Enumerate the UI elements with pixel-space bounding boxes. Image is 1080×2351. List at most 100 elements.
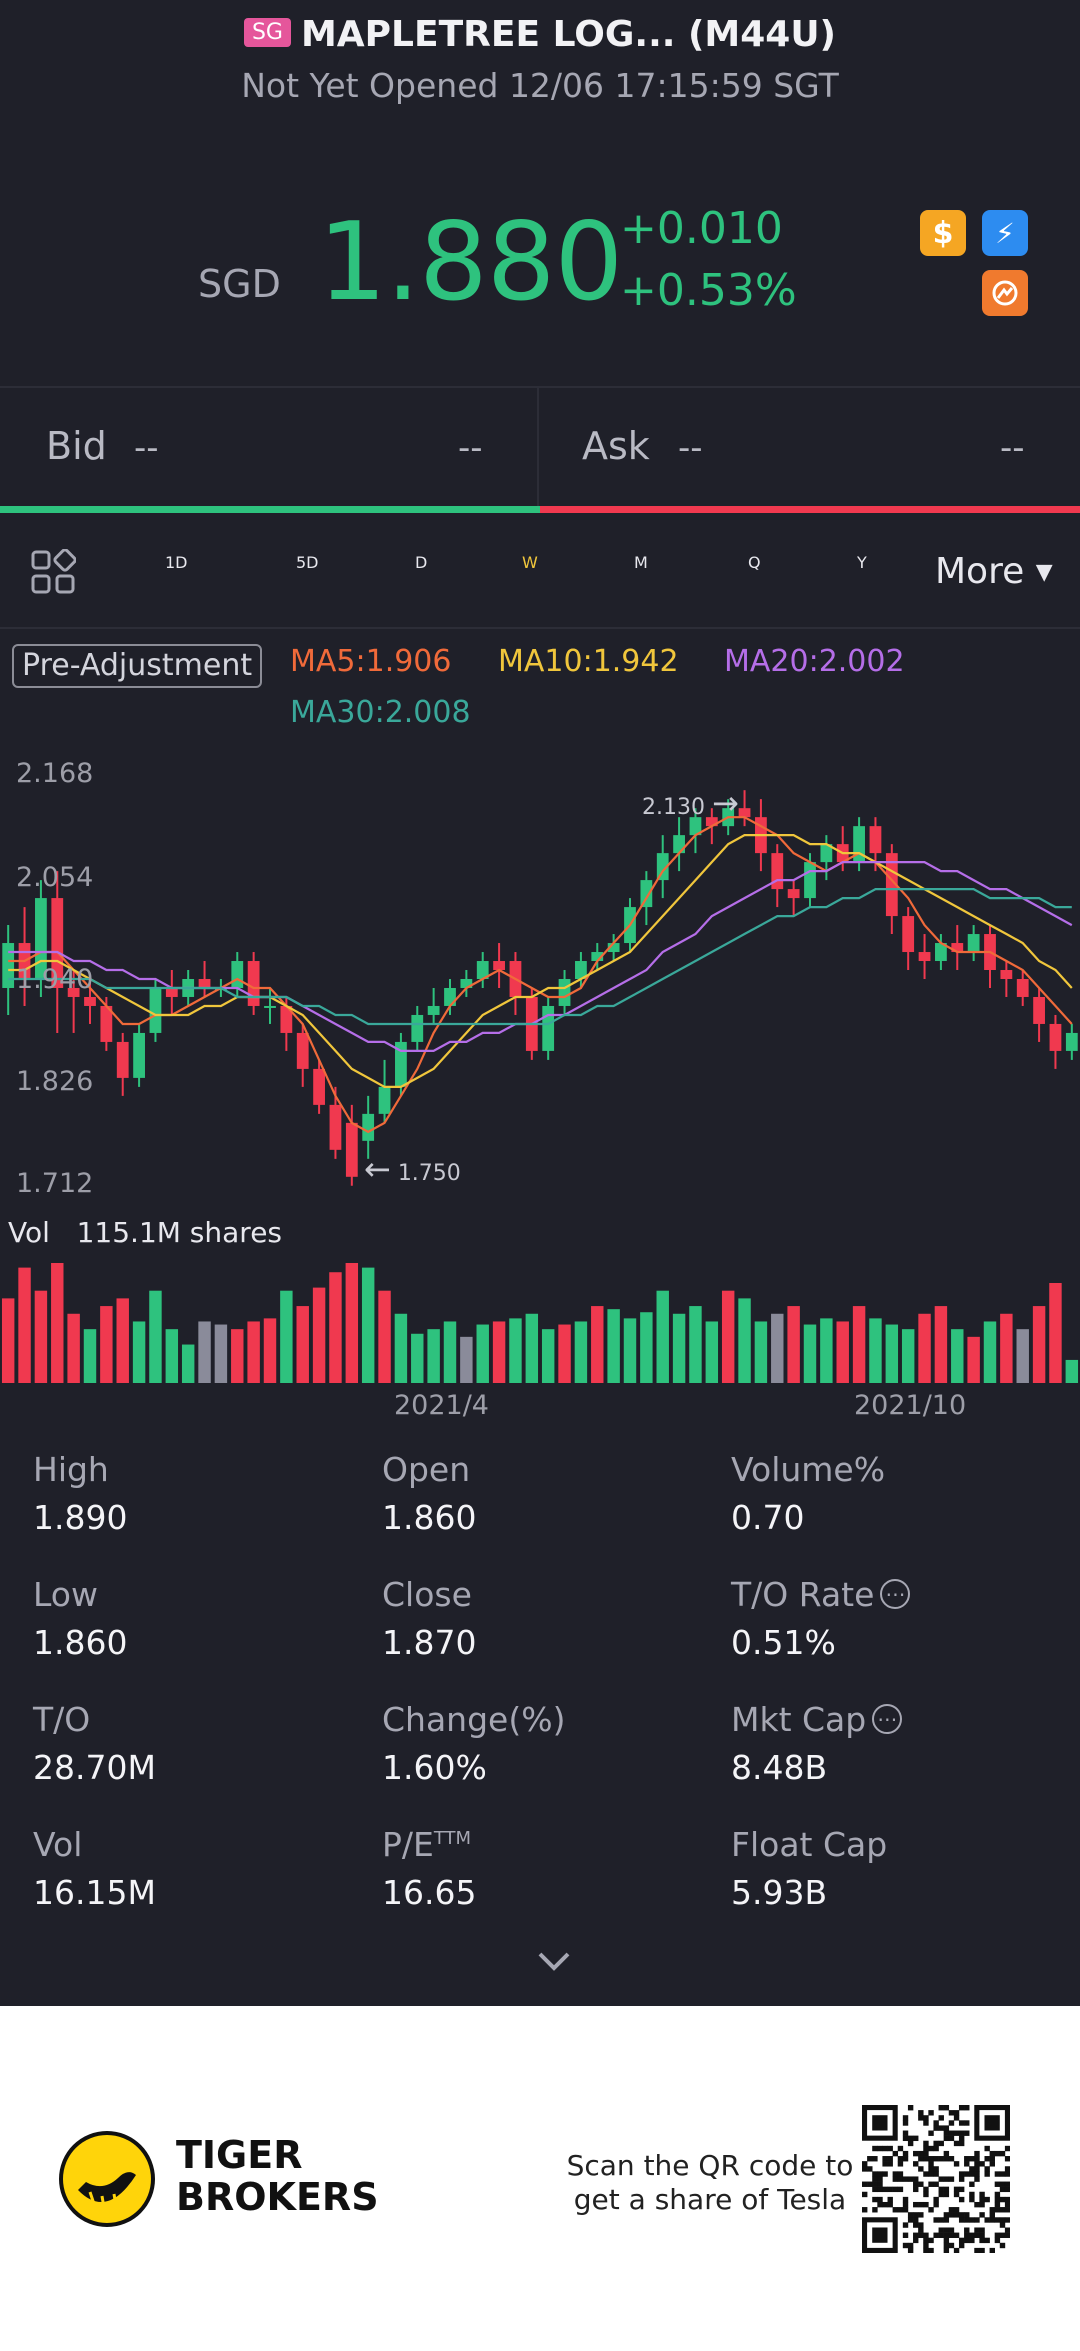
candle	[116, 1032, 129, 1096]
stat-value: 16.15M	[33, 1873, 156, 1912]
volume-bar	[1016, 1329, 1029, 1383]
candle-body	[444, 987, 456, 1006]
qr-module	[902, 2176, 909, 2182]
volume-bar	[1032, 1306, 1046, 1383]
qr-module	[877, 2201, 883, 2208]
qr-module	[902, 2120, 909, 2126]
divider	[537, 388, 539, 506]
qr-module	[974, 2176, 980, 2182]
candle	[476, 952, 489, 988]
qr-module	[923, 2150, 929, 2157]
candle	[575, 952, 587, 988]
share-icon[interactable]	[982, 270, 1028, 316]
qr-module	[907, 2140, 914, 2147]
qr-module	[964, 2130, 970, 2136]
stat-label: Mkt Cap ⋯	[731, 1700, 903, 1739]
tab-y[interactable]: Y	[857, 553, 867, 572]
tab-more[interactable]: More ▼	[935, 551, 1053, 592]
period-tabs: 1D 5D D W M Q Y More ▼	[0, 513, 1080, 627]
qr-module	[994, 2150, 1001, 2157]
qr-module	[933, 2232, 939, 2238]
arrow-left-icon: ←	[364, 1150, 391, 1188]
qr-module	[882, 2161, 888, 2167]
qr-module	[902, 2207, 909, 2213]
qr-module	[892, 2186, 899, 2193]
candle-body	[2, 943, 15, 988]
qr-module	[994, 2232, 1001, 2238]
candle	[395, 1032, 407, 1096]
qr-module	[902, 2232, 909, 2238]
info-icon[interactable]: ⋯	[880, 1578, 911, 1609]
volume-chart[interactable]	[0, 1255, 1080, 1385]
qr-module	[958, 2176, 965, 2182]
qr-module	[964, 2237, 970, 2244]
qr-code-icon[interactable]	[862, 2105, 1010, 2253]
expand-chevron-icon[interactable]	[536, 1950, 572, 1974]
pre-adjustment-button[interactable]: Pre-Adjustment	[12, 644, 263, 688]
qr-module	[887, 2186, 893, 2193]
qr-module	[943, 2227, 950, 2233]
last-price: 1.880	[318, 200, 623, 325]
qr-module	[974, 2171, 980, 2177]
qr-module	[923, 2247, 929, 2253]
volume-bar	[443, 1321, 457, 1383]
qr-module	[958, 2237, 965, 2244]
qr-module	[943, 2125, 950, 2131]
qr-module	[897, 2161, 904, 2167]
volume-bar	[18, 1267, 31, 1383]
tab-5d[interactable]: 5D	[296, 553, 319, 572]
qr-module	[953, 2207, 960, 2213]
qr-module	[887, 2156, 893, 2162]
volume-bar	[214, 1324, 228, 1383]
tab-d[interactable]: D	[415, 553, 428, 572]
volume-bar	[869, 1318, 882, 1383]
qr-module	[969, 2196, 975, 2203]
qr-module	[867, 2181, 873, 2187]
candle-body	[591, 952, 604, 962]
stat-label-text: High	[33, 1450, 109, 1489]
qr-module	[882, 2201, 888, 2208]
qr-module	[923, 2120, 929, 2126]
tab-w[interactable]: W	[522, 553, 538, 572]
qr-module	[923, 2232, 929, 2238]
volume-bar	[787, 1306, 800, 1383]
volume-bar	[181, 1344, 195, 1383]
candle	[656, 835, 669, 899]
qr-module	[989, 2150, 995, 2157]
tab-m[interactable]: M	[634, 553, 648, 572]
dollar-icon[interactable]: $	[920, 210, 966, 256]
candle-body	[853, 826, 865, 863]
qr-module	[1004, 2171, 1010, 2177]
candlestick-chart[interactable]	[0, 750, 1080, 1220]
volume-bar	[754, 1321, 768, 1383]
qr-module	[953, 2140, 960, 2147]
volume-bar	[803, 1324, 817, 1383]
tab-1d[interactable]: 1D	[165, 553, 188, 572]
info-icon[interactable]: ⋯	[872, 1703, 903, 1734]
candle	[918, 934, 931, 979]
lightning-icon[interactable]: ⚡	[982, 210, 1028, 256]
qr-module	[948, 2242, 955, 2249]
layout-grid-icon[interactable]	[30, 549, 76, 595]
qr-module	[877, 2145, 883, 2152]
volume-bar	[836, 1321, 849, 1383]
volume-bar	[574, 1321, 588, 1383]
qr-module	[923, 2145, 929, 2152]
qr-module	[867, 2156, 873, 2162]
volume-bar	[34, 1290, 48, 1383]
qr-module	[994, 2196, 1001, 2203]
qr-module	[943, 2242, 950, 2249]
candle	[902, 907, 915, 971]
qr-module	[979, 2237, 985, 2244]
candle-body	[165, 987, 178, 997]
volume-bar	[329, 1272, 342, 1383]
qr-module	[999, 2232, 1006, 2238]
qr-module	[979, 2227, 985, 2233]
tab-q[interactable]: Q	[748, 553, 761, 572]
candle-body	[395, 1041, 407, 1087]
qr-module	[913, 2181, 919, 2187]
ma30-legend: MA30:2.008	[290, 695, 471, 730]
qr-module	[897, 2145, 904, 2152]
qr-module	[958, 2120, 965, 2126]
qr-module	[994, 2207, 1001, 2213]
